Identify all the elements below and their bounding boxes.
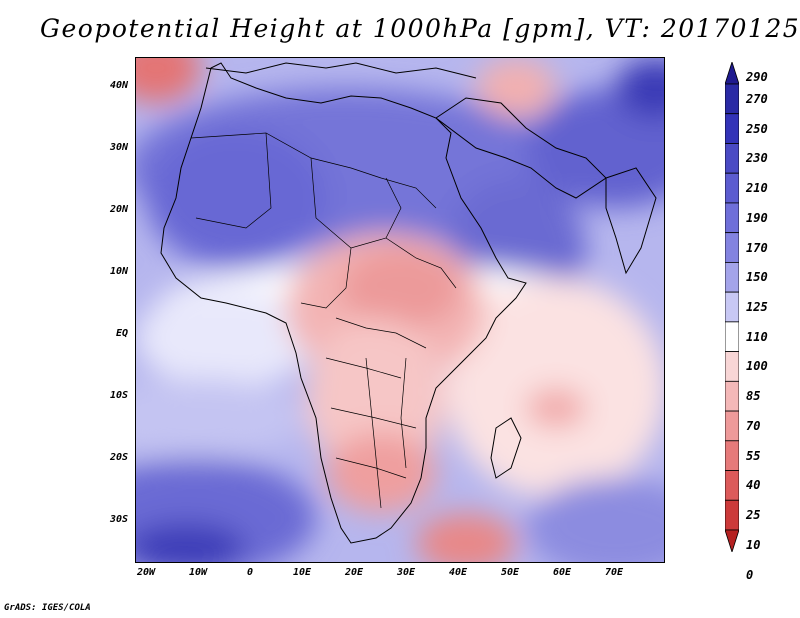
lat-label-40n: 40N <box>109 80 128 91</box>
lon-label-20w: 20W <box>136 567 156 578</box>
colorbar-label: 290 <box>746 70 768 84</box>
colorbar <box>725 62 739 552</box>
colorbar-label: 110 <box>746 329 768 344</box>
colorbar-label: 210 <box>746 181 768 196</box>
colorbar-label: 170 <box>746 240 768 255</box>
lat-label-20s: 20S <box>109 452 128 463</box>
colorbar-box <box>725 440 739 471</box>
colorbar-label: 230 <box>746 151 768 166</box>
colorbar-label: 0 <box>746 567 754 582</box>
colorbar-box <box>725 172 739 204</box>
colorbar-box <box>725 83 739 115</box>
lat-label-30n: 30N <box>109 142 128 153</box>
grads-credit: GrADS: IGES/COLA <box>4 603 91 613</box>
colorbar-label: 40 <box>746 478 761 493</box>
india-coast <box>605 167 657 275</box>
colorbar-label: 270 <box>746 91 768 106</box>
coastlines <box>160 62 657 544</box>
lat-label-eq: EQ <box>115 328 128 339</box>
lon-label-70e: 70E <box>604 567 624 578</box>
colorbar-box <box>725 380 739 412</box>
map-panel <box>135 57 665 563</box>
colorbar-label: 25 <box>746 508 761 523</box>
colorbar-label: 100 <box>746 359 768 374</box>
colorbar-box <box>725 113 739 144</box>
colorbar-label: 85 <box>746 389 761 404</box>
madagascar-coast <box>490 417 522 479</box>
lon-label-40e: 40E <box>448 567 468 578</box>
lat-label-10n: 10N <box>109 266 128 277</box>
lat-label-10s: 10S <box>109 390 128 401</box>
lat-label-20n: 20N <box>109 204 128 215</box>
colorbar-box <box>725 143 739 174</box>
europe-coast <box>205 62 477 79</box>
lon-label-10e: 10E <box>292 567 312 578</box>
lon-label-30e: 30E <box>396 567 416 578</box>
colorbar-box <box>725 261 739 293</box>
lon-label-50e: 50E <box>500 567 520 578</box>
colorbar-label: 70 <box>746 418 761 433</box>
chart-title: Geopotential Height at 1000hPa [gpm], VT… <box>40 14 800 43</box>
country-borders <box>190 132 457 509</box>
colorbar-label: 55 <box>746 448 761 463</box>
colorbar-bottom-arrow <box>725 529 739 552</box>
africa-coast <box>160 62 527 544</box>
colorbar-label: 125 <box>746 300 768 314</box>
height-field <box>136 58 664 562</box>
colorbar-box <box>725 202 739 234</box>
colorbar-label: 10 <box>746 537 761 552</box>
colorbar-label: 250 <box>746 121 768 136</box>
colorbar-box <box>725 470 739 501</box>
lat-label-30s: 30S <box>109 514 128 525</box>
lon-label-10w: 10W <box>188 567 208 578</box>
colorbar-box <box>725 410 739 442</box>
lon-label-0: 0 <box>246 567 254 578</box>
colorbar-box <box>725 321 739 353</box>
lon-label-60e: 60E <box>552 567 572 578</box>
colorbar-box <box>725 291 739 323</box>
colorbar-box <box>725 232 739 263</box>
lon-label-20e: 20E <box>344 567 364 578</box>
colorbar-label: 190 <box>746 210 768 225</box>
colorbar-label: 150 <box>746 270 768 285</box>
geopotential-map <box>136 58 664 562</box>
colorbar-box <box>725 499 739 531</box>
colorbar-box <box>725 351 739 382</box>
colorbar-top-arrow <box>725 62 739 85</box>
